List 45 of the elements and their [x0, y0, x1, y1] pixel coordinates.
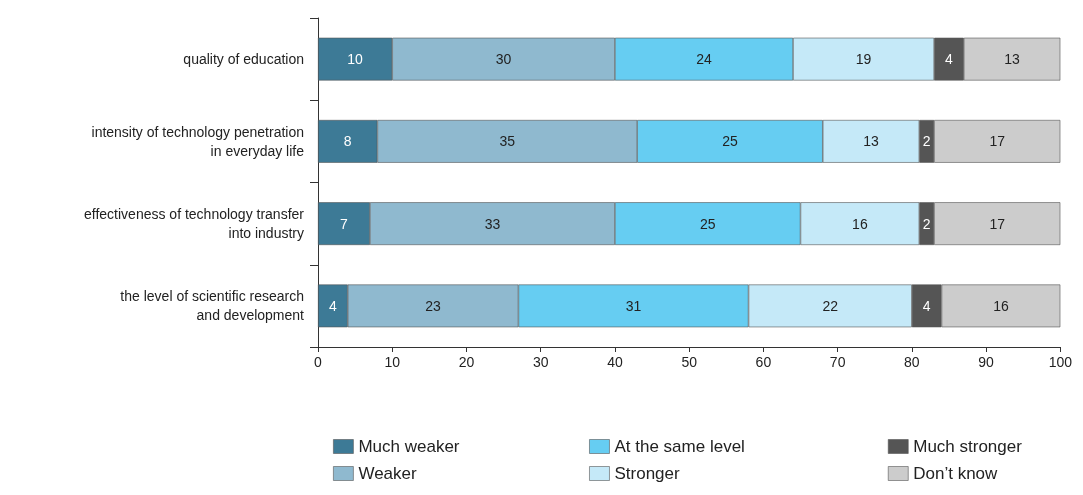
x-tick-label: 70	[829, 354, 846, 370]
data-label: 16	[993, 297, 1009, 314]
legend-label: Much stronger	[913, 437, 1023, 456]
y-tick-label: quality of education	[183, 51, 304, 68]
data-label: 25	[722, 133, 738, 150]
data-label: 35	[499, 133, 516, 150]
x-tick-label: 80	[904, 354, 920, 370]
data-label: 8	[343, 133, 352, 150]
data-label: 17	[989, 215, 1006, 232]
x-tick-label: 100	[1048, 354, 1073, 370]
legend-label: At the same level	[614, 437, 745, 456]
x-tick-label: 90	[978, 354, 995, 370]
y-tick-label: intensity of technology penetration in everyday life	[91, 123, 305, 159]
data-label: 4	[328, 297, 337, 314]
data-label: 19	[855, 51, 872, 68]
data-label: 24	[696, 51, 712, 68]
data-label: 22	[822, 297, 839, 314]
x-tick-label: 60	[755, 354, 772, 370]
data-label: 33	[484, 215, 501, 232]
legend-label: Weaker	[358, 464, 417, 483]
data-label: 25	[699, 215, 716, 232]
data-label: 31	[625, 297, 642, 314]
legend-label: Much weaker	[358, 437, 460, 456]
y-tick-label: effectiveness of technology transfer into industry	[84, 206, 305, 242]
data-label: 7	[340, 215, 349, 232]
data-label: 23	[425, 297, 442, 314]
legend-label: Don’t know	[913, 464, 999, 483]
data-label: 13	[1004, 51, 1021, 68]
x-tick-label: 0	[314, 354, 323, 370]
data-label: 2	[922, 215, 931, 232]
data-label: 10	[347, 51, 364, 68]
x-tick-label: 10	[384, 354, 401, 370]
x-tick-label: 30	[532, 354, 549, 370]
data-label: 30	[495, 51, 512, 68]
data-label: 2	[922, 133, 931, 150]
data-label: 4	[945, 51, 954, 68]
x-tick-label: 50	[681, 354, 698, 370]
x-tick-label: 40	[607, 354, 623, 370]
data-label: 17	[989, 133, 1006, 150]
data-label: 16	[852, 215, 868, 232]
data-label: 13	[863, 133, 880, 150]
legend-label: Stronger	[614, 464, 681, 483]
data-label: 4	[922, 297, 931, 314]
y-tick-label: the level of scientific research and development	[120, 288, 305, 324]
x-tick-label: 20	[458, 354, 475, 370]
